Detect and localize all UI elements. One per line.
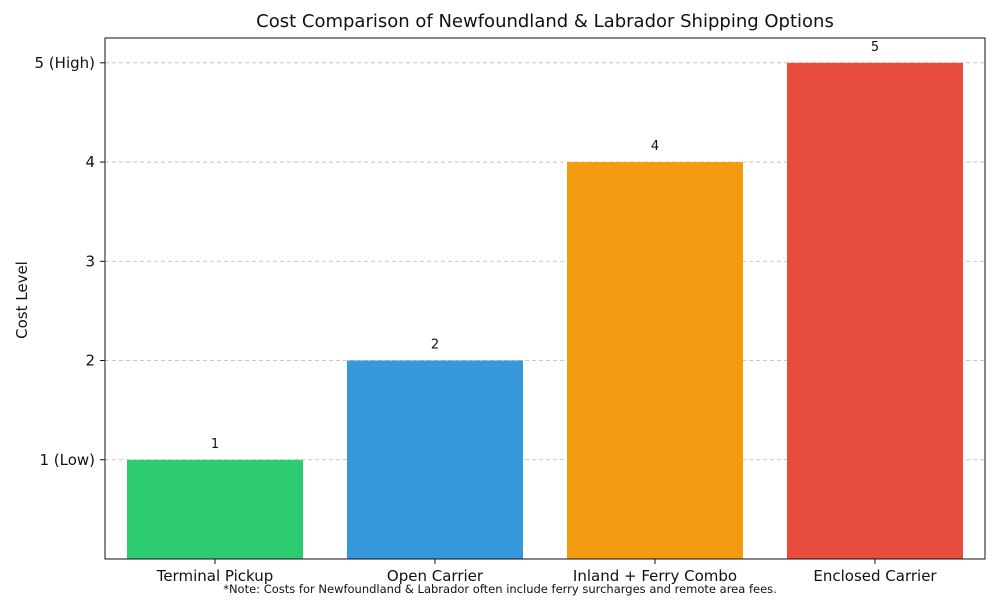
data-label: 5 [871, 40, 879, 55]
x-tick-label: Inland + Ferry Combo [573, 567, 737, 585]
x-tick-label: Enclosed Carrier [813, 567, 937, 585]
bar [347, 360, 523, 559]
x-tick-label: Open Carrier [387, 567, 484, 585]
plot-frame [104, 37, 986, 560]
bar [567, 162, 743, 560]
data-label: 2 [431, 338, 439, 353]
data-label: 1 [211, 437, 219, 452]
x-tick-label: Terminal Pickup [156, 567, 274, 585]
bar [787, 62, 963, 560]
y-tick-label: 2 [85, 352, 95, 370]
bar [127, 459, 303, 559]
footnote: *Note: Costs for Newfoundland & Labrador… [223, 582, 777, 596]
chart-title: Cost Comparison of Newfoundland & Labrad… [256, 11, 834, 32]
data-label: 4 [651, 139, 659, 154]
y-tick-label: 4 [85, 153, 95, 171]
y-tick-label: 1 (Low) [39, 451, 95, 469]
y-tick-label: 5 (High) [35, 54, 96, 72]
y-tick-label: 3 [85, 252, 95, 270]
